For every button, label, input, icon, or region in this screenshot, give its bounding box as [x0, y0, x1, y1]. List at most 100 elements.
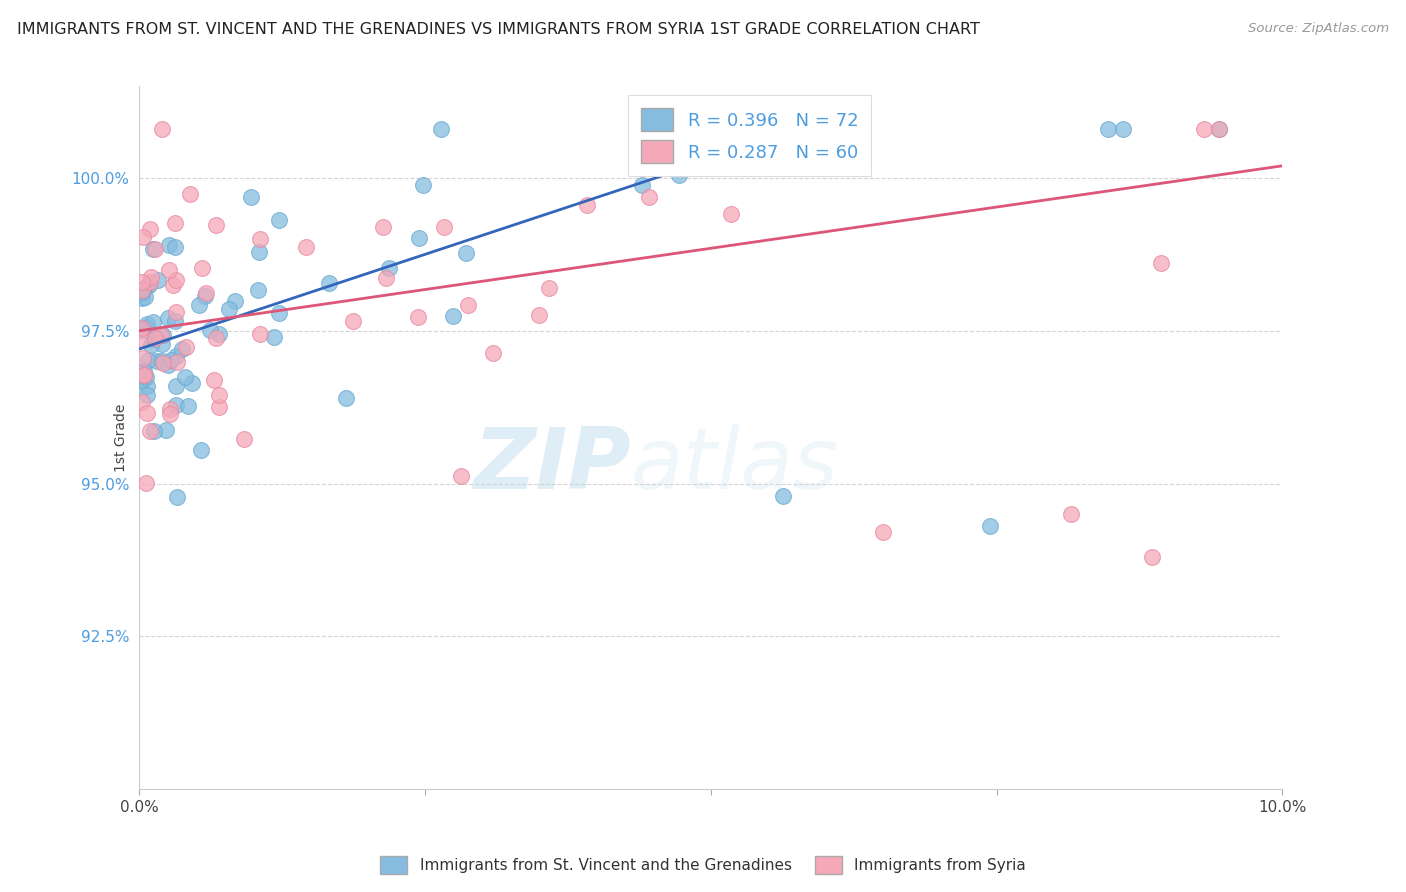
Point [318, 276, 340, 290]
Point [1060, 507, 1083, 521]
Point [1097, 122, 1119, 136]
Point [1208, 122, 1230, 136]
Point [136, 318, 159, 332]
Point [146, 273, 169, 287]
Point [429, 122, 451, 136]
Legend: Immigrants from St. Vincent and the Grenadines, Immigrants from Syria: Immigrants from St. Vincent and the Gren… [374, 850, 1032, 880]
Point [179, 187, 201, 202]
Point [335, 391, 357, 405]
Point [772, 489, 794, 503]
Text: Source: ZipAtlas.com: Source: ZipAtlas.com [1249, 22, 1389, 36]
Point [157, 358, 180, 372]
Point [165, 349, 187, 363]
Point [146, 354, 169, 368]
Point [208, 400, 231, 414]
Point [143, 331, 166, 345]
Point [378, 260, 401, 275]
Point [1150, 256, 1173, 270]
Point [208, 388, 231, 402]
Point [139, 222, 162, 236]
Point [342, 314, 364, 328]
Point [150, 122, 173, 136]
Point [204, 373, 226, 387]
Point [720, 206, 742, 220]
Point [156, 310, 179, 325]
Point [801, 122, 824, 136]
Point [1192, 122, 1215, 136]
Point [190, 443, 212, 458]
Point [441, 310, 464, 324]
Point [131, 323, 153, 337]
Point [131, 394, 153, 409]
Y-axis label: 1st Grade: 1st Grade [114, 403, 128, 472]
Point [172, 342, 194, 356]
Point [136, 352, 159, 367]
Point [155, 423, 177, 437]
Point [135, 280, 157, 294]
Point [163, 240, 186, 254]
Point [132, 368, 155, 382]
Point [131, 229, 153, 244]
Point [142, 315, 165, 329]
Point [263, 330, 285, 344]
Point [1208, 122, 1230, 136]
Point [131, 332, 153, 346]
Point [375, 271, 398, 285]
Point [132, 368, 155, 382]
Point [482, 346, 505, 360]
Point [249, 326, 271, 341]
Point [249, 245, 271, 260]
Point [149, 328, 172, 343]
Point [232, 432, 254, 446]
Text: ZIP: ZIP [472, 425, 631, 508]
Point [139, 424, 162, 438]
Point [408, 310, 430, 324]
Point [131, 285, 153, 299]
Point [249, 232, 271, 246]
Point [218, 301, 240, 316]
Point [208, 326, 231, 341]
Point [176, 340, 198, 354]
Point [194, 289, 217, 303]
Point [166, 355, 188, 369]
Point [131, 370, 153, 384]
Point [143, 242, 166, 256]
Point [224, 294, 246, 309]
Point [454, 245, 477, 260]
Point [738, 122, 761, 136]
Point [142, 242, 165, 256]
Point [159, 407, 181, 421]
Point [174, 369, 197, 384]
Point [200, 323, 222, 337]
Point [177, 399, 200, 413]
Point [134, 364, 156, 378]
Point [131, 321, 153, 335]
Point [134, 290, 156, 304]
Point [141, 270, 163, 285]
Point [576, 198, 599, 212]
Legend: R = 0.396   N = 72, R = 0.287   N = 60: R = 0.396 N = 72, R = 0.287 N = 60 [628, 95, 872, 176]
Point [165, 379, 187, 393]
Point [631, 178, 654, 192]
Point [267, 306, 290, 320]
Point [1112, 122, 1135, 136]
Point [139, 338, 162, 352]
Point [135, 319, 157, 334]
Point [150, 354, 173, 368]
Point [246, 283, 269, 297]
Point [165, 305, 187, 319]
Point [450, 469, 472, 483]
Point [529, 308, 551, 322]
Point [138, 277, 160, 292]
Point [150, 336, 173, 351]
Point [159, 401, 181, 416]
Point [136, 388, 159, 402]
Point [162, 277, 184, 292]
Point [240, 189, 263, 203]
Point [131, 291, 153, 305]
Point [132, 351, 155, 365]
Point [191, 261, 214, 276]
Point [142, 332, 165, 346]
Point [152, 328, 174, 343]
Point [433, 220, 456, 235]
